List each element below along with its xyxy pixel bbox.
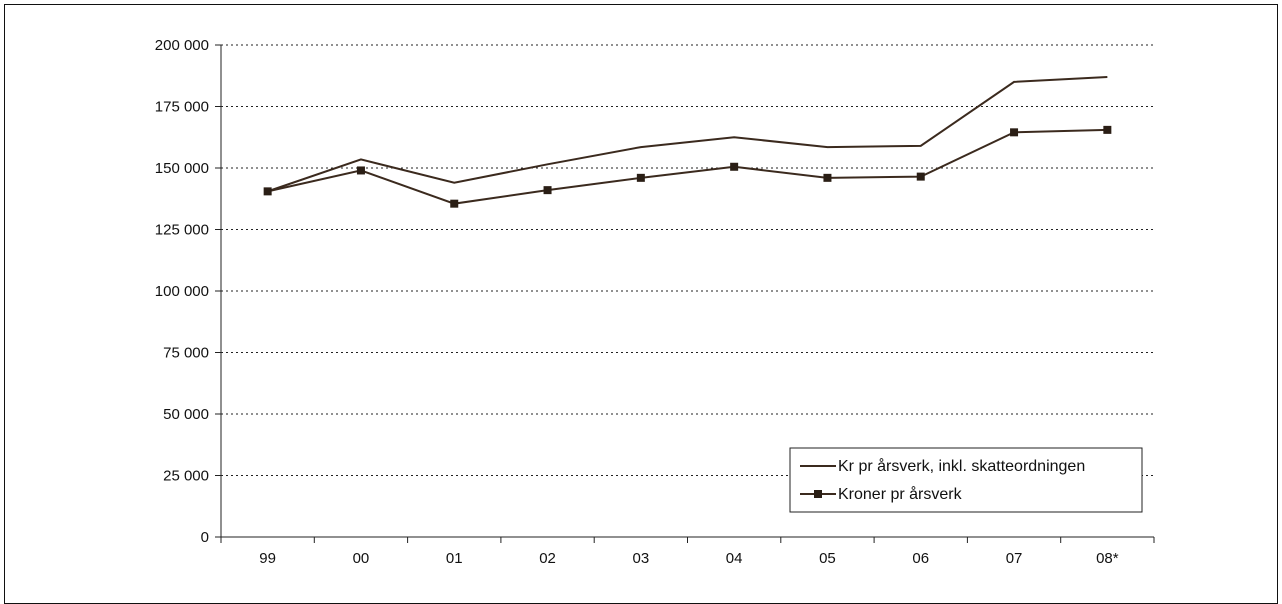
y-tick-label: 200 000	[155, 37, 209, 54]
data-point-marker	[916, 172, 925, 181]
x-tick-label: 06	[912, 550, 929, 567]
y-tick-label: 75 000	[163, 345, 209, 362]
x-tick-label: 02	[539, 550, 556, 567]
data-point-marker	[823, 173, 832, 182]
legend: Kr pr årsverk, inkl. skatteordningen Kron…	[789, 447, 1143, 513]
series-line	[267, 128, 1108, 205]
y-tick-label: 0	[201, 529, 209, 546]
y-tick-label: 150 000	[155, 160, 209, 177]
legend-label: Kroner pr årsverk	[838, 485, 963, 503]
x-tick-label: 07	[1006, 550, 1023, 567]
grid-lines	[221, 44, 1154, 476]
legend-label: Kr pr årsverk, inkl. skatteordningen	[838, 457, 1085, 475]
data-point-marker	[543, 186, 552, 195]
y-tick-label: 25 000	[163, 468, 209, 485]
y-tick-label: 125 000	[155, 222, 209, 239]
x-tick-label: 03	[633, 550, 650, 567]
data-point-marker	[730, 162, 739, 171]
y-tick-label: 175 000	[155, 99, 209, 116]
data-point-marker	[636, 173, 645, 182]
data-point-marker	[356, 166, 365, 175]
series-group	[263, 75, 1112, 208]
axes: 0 25 000 50 000 75 000 100 000 125 000 150 000…	[155, 37, 1155, 567]
data-point-marker	[1103, 125, 1112, 134]
x-tick-label: 05	[819, 550, 836, 567]
data-point-marker	[1010, 128, 1019, 137]
legend-box	[789, 447, 1143, 513]
data-point-marker	[263, 187, 272, 196]
x-tick-label: 00	[353, 550, 370, 567]
legend-marker	[814, 490, 822, 498]
series-line	[267, 75, 1108, 193]
data-point-marker	[450, 199, 459, 208]
x-tick-label: 99	[259, 550, 276, 567]
x-tick-label: 01	[446, 550, 463, 567]
y-tick-label: 50 000	[163, 406, 209, 423]
x-tick-label: 08*	[1096, 550, 1119, 567]
x-tick-label: 04	[726, 550, 743, 567]
y-tick-label: 100 000	[155, 283, 209, 300]
